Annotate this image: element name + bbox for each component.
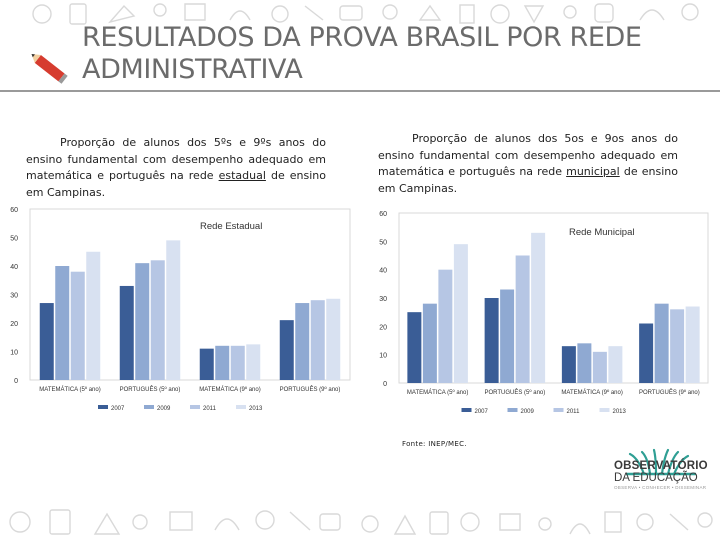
y-tick-label: 60: [379, 211, 387, 218]
bar-2011: [670, 309, 685, 383]
bar-2011: [70, 271, 85, 380]
plot-frame: [398, 212, 709, 384]
chart-title: Rede Municipal: [569, 227, 634, 238]
bar-2009: [654, 303, 669, 383]
x-tick-label: PORTUGUÊS (5º ano): [484, 388, 545, 396]
pencil-icon: [31, 53, 68, 84]
plot-frame: [29, 208, 351, 381]
bar-2011: [438, 269, 453, 383]
legend-label: 2009: [157, 406, 171, 412]
legend-label: 2007: [111, 406, 125, 412]
legend-swatch: [98, 405, 108, 409]
x-tick-label: MATEMÁTICA (5º ano): [407, 389, 468, 396]
bar-2013: [86, 251, 101, 380]
x-tick-label: PORTUGUÊS (9º ano): [639, 388, 700, 396]
logo-line1: OBSERVATÓRIO: [614, 460, 708, 472]
bar-2009: [577, 343, 592, 383]
caption-municipal-end: de ensino em Campinas.: [378, 165, 678, 195]
y-tick-label: 20: [379, 324, 387, 331]
legend-label: 2011: [567, 409, 581, 415]
bar-2007: [561, 346, 576, 383]
chart-title: Rede Estadual: [200, 221, 262, 232]
bar-2007: [199, 348, 214, 380]
title-divider: [0, 90, 720, 92]
x-tick-label: PORTUGUÊS (5º ano): [120, 385, 181, 393]
y-tick-label: 0: [383, 381, 387, 388]
bar-2009: [500, 289, 515, 383]
y-tick-label: 40: [10, 264, 18, 271]
y-tick-label: 10: [10, 350, 18, 357]
x-tick-label: MATEMÁTICA (5º ano): [39, 386, 100, 393]
y-tick-label: 50: [379, 239, 387, 246]
source-note: Fonte: INEP/MEC.: [402, 440, 467, 448]
legend-swatch: [190, 405, 200, 409]
page-title: RESULTADOS DA PROVA BRASIL POR REDE ADMI…: [82, 22, 642, 85]
logo: OBSERVATÓRIO DA EDUCAÇÃO OBSERVA • CONHE…: [614, 460, 710, 490]
y-tick-label: 60: [10, 207, 18, 214]
bar-2011: [150, 260, 165, 380]
logo-tagline: OBSERVA • CONHECER • DISSEMINAR: [614, 485, 707, 490]
bar-2011: [230, 345, 245, 380]
x-tick-label: MATEMÁTICA (9º ano): [199, 386, 260, 393]
chart-estadual-svg: 0 10 20 30 40 50 60 Rede Estadual MATEMÁTICA (5º…: [10, 207, 351, 412]
bar-2009: [295, 303, 310, 380]
y-tick-label: 10: [379, 353, 387, 360]
bar-2013: [326, 298, 341, 380]
legend-label: 2007: [475, 409, 489, 415]
y-tick-label: 30: [379, 296, 387, 303]
legend-swatch: [553, 408, 564, 412]
bar-2013: [453, 244, 468, 383]
bar-2007: [279, 320, 294, 380]
legend-swatch: [507, 408, 518, 412]
bar-2009: [215, 345, 230, 380]
book-logo-icon: [626, 448, 696, 476]
bar-2011: [592, 351, 607, 383]
bar-2007: [639, 323, 654, 383]
legend-label: 2013: [613, 409, 627, 415]
bar-2009: [135, 263, 150, 380]
legend-label: 2009: [521, 409, 535, 415]
y-tick-label: 50: [10, 236, 18, 243]
logo-line2: DA EDUCAÇÃO: [614, 472, 698, 484]
bar-2007: [484, 298, 499, 383]
bar-2011: [310, 300, 325, 380]
y-tick-label: 30: [10, 293, 18, 300]
y-tick-label: 20: [10, 321, 18, 328]
caption-municipal: Proporção de alunos dos 5os e 9os anos d…: [378, 131, 678, 197]
legend-label: 2013: [249, 406, 263, 412]
legend-swatch: [461, 408, 472, 412]
bar-2009: [55, 266, 70, 380]
bar-2013: [531, 232, 546, 383]
x-tick-label: MATEMÁTICA (9º ano): [561, 389, 622, 396]
chart-estadual: 0 10 20 30 40 50 60 Rede Estadual MATEMÁTICA (5º…: [4, 203, 356, 418]
bar-2013: [685, 306, 700, 383]
y-tick-label: 0: [14, 378, 18, 385]
chart-municipal: 0 10 20 30 40 50 60 Rede Municipal MATEMÁTICA (5…: [373, 205, 713, 420]
caption-estadual-underlined: estadual: [218, 169, 266, 182]
bar-2011: [515, 255, 530, 383]
legend-swatch: [236, 405, 246, 409]
bar-2007: [407, 312, 422, 383]
caption-estadual-text: Proporção de alunos dos 5ºs e 9ºs anos d…: [26, 136, 326, 182]
title-block: RESULTADOS DA PROVA BRASIL POR REDE ADMI…: [82, 22, 712, 86]
caption-estadual-end: de ensino em Campinas.: [26, 169, 326, 199]
caption-municipal-text: Proporção de alunos dos 5os e 9os anos d…: [378, 132, 678, 178]
chart-municipal-svg: 0 10 20 30 40 50 60 Rede Municipal MATEMÁTICA (5…: [379, 211, 709, 415]
y-tick-label: 40: [379, 268, 387, 275]
bar-2007: [119, 285, 134, 380]
bar-2007: [39, 303, 54, 380]
legend-label: 2011: [203, 406, 217, 412]
caption-estadual: Proporção de alunos dos 5ºs e 9ºs anos d…: [26, 135, 326, 201]
bar-2013: [608, 346, 623, 383]
x-tick-label: PORTUGUÊS (9º ano): [280, 385, 341, 393]
bar-2013: [166, 240, 181, 380]
bar-2009: [422, 303, 437, 383]
bar-2013: [246, 344, 261, 380]
legend-swatch: [144, 405, 154, 409]
legend-swatch: [599, 408, 610, 412]
caption-municipal-underlined: municipal: [566, 165, 620, 178]
